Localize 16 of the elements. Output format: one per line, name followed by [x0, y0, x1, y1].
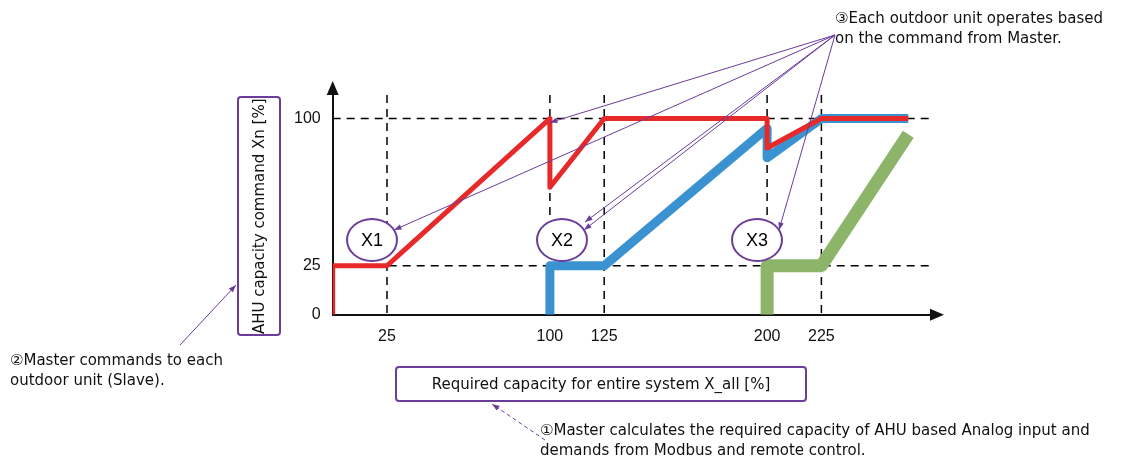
text: ③Each outdoor unit operates based on the command from Master.	[835, 8, 1105, 48]
text: ①Master calculates the required capacity of AHU based Analog input and demands from Modbus and remote control.	[540, 420, 1091, 460]
annotation: X2	[536, 218, 588, 262]
x-tick-label: 25	[378, 326, 396, 344]
x-axis-title: Required capacity for entire system X_all [%]	[395, 366, 807, 402]
y-axis-title: AHU capacity command Xn [%]	[237, 96, 281, 336]
x-tick-label: 125	[590, 326, 618, 344]
y-tick-label: 0	[311, 305, 321, 323]
y-tick-label: 100	[293, 108, 321, 126]
y-tick-label: 25	[302, 256, 321, 274]
text: ②Master commands to each outdoor unit (Slave).	[10, 350, 224, 390]
x-tick-label: 100	[536, 326, 564, 344]
x-tick-label: 225	[808, 326, 835, 344]
annotation: X1	[346, 218, 398, 262]
annotation: X3	[731, 218, 783, 262]
x-tick-label: 200	[753, 326, 781, 344]
